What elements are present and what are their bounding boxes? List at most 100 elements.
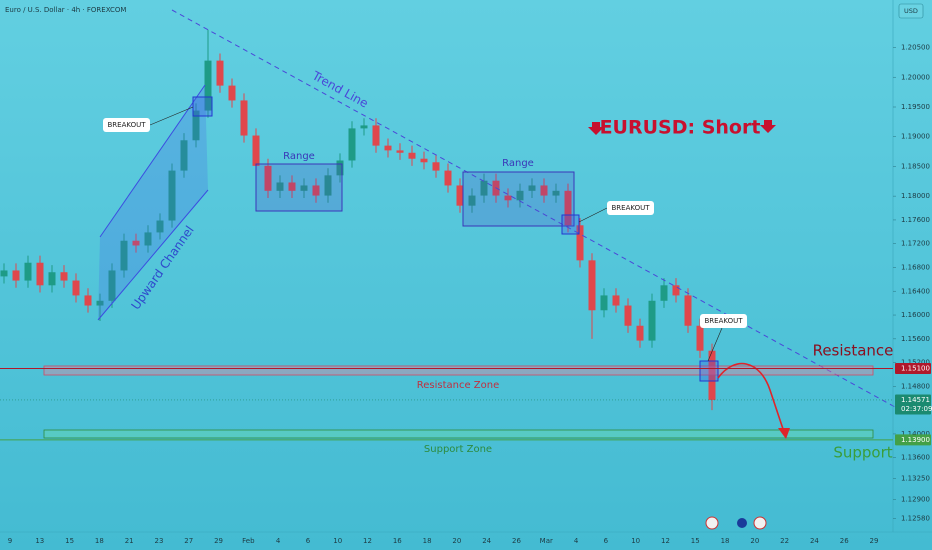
candle-body — [108, 270, 116, 301]
candle-body — [624, 305, 632, 326]
candle-body — [696, 325, 704, 351]
candle-body — [156, 220, 164, 233]
range-label: Range — [502, 158, 534, 169]
x-tick-label: 27 — [184, 537, 193, 545]
signal: EURUSD: Short — [600, 117, 761, 139]
candle-body — [396, 150, 404, 153]
down-arrow — [760, 120, 776, 133]
candle-body — [336, 160, 344, 176]
x-tick-label: 22 — [780, 537, 789, 545]
x-tick-label: 18 — [423, 537, 432, 545]
y-tick-label: 1.19000 — [901, 133, 930, 141]
range-box — [462, 171, 575, 227]
resistance-label: Resistance — [813, 342, 894, 360]
x-tick-label: 10 — [333, 537, 342, 545]
candle-body — [528, 185, 536, 191]
candle-body — [60, 272, 68, 281]
breakout-label: BREAKOUT — [108, 121, 147, 129]
y-tick-label: 1.18000 — [901, 192, 930, 200]
callout — [607, 201, 654, 215]
candle-body — [372, 125, 380, 146]
price-tag — [895, 434, 931, 446]
candle-body — [228, 85, 236, 101]
x-tick-label: 29 — [214, 537, 223, 545]
callout-line — [149, 106, 194, 126]
channel-line — [97, 189, 209, 321]
breakout-label: BREAKOUT — [612, 204, 651, 212]
candle-body — [144, 232, 152, 246]
candle-body — [684, 295, 692, 326]
y-tick-label: 1.15600 — [901, 335, 930, 343]
x-tick-label: 10 — [631, 537, 640, 545]
x-tick-label: 26 — [512, 537, 521, 545]
x-tick-label: 24 — [810, 537, 819, 545]
candle-body — [648, 300, 656, 341]
support-label: Support — [833, 444, 892, 462]
x-tick-label: 13 — [35, 537, 44, 545]
candle-body — [324, 175, 332, 196]
channel-line — [99, 84, 206, 238]
x-tick-label: 29 — [870, 537, 879, 545]
candle-body — [0, 270, 8, 277]
candle-body — [300, 185, 308, 191]
x-tick-label: Feb — [242, 537, 255, 545]
y-tick-label: 1.18500 — [901, 162, 930, 170]
plot — [0, 29, 716, 411]
y-tick-label: 1.14000 — [901, 430, 930, 438]
x-tick-label: 18 — [721, 537, 730, 545]
y-tick-label: 1.13600 — [901, 454, 930, 462]
candle-body — [96, 300, 104, 306]
y-tick-label: 1.16800 — [901, 263, 930, 271]
x-tick-label: 6 — [604, 537, 609, 545]
countdown: 02:37:09 — [901, 405, 932, 413]
x-tick-label: 16 — [393, 537, 402, 545]
candle-body — [84, 295, 92, 306]
x-tick-label: 26 — [840, 537, 849, 545]
candle-body — [540, 185, 548, 196]
candle-body — [564, 190, 572, 226]
candle-body — [204, 60, 212, 111]
x-tick-label: 20 — [750, 537, 759, 545]
y-tick-label: 1.20000 — [901, 73, 930, 81]
y-tick-label: 1.17600 — [901, 216, 930, 224]
candle-body — [468, 195, 476, 206]
candle-body — [312, 185, 320, 196]
price-tag-label: 1.15100 — [901, 365, 930, 373]
resistance-zone-label: Resistance Zone — [417, 380, 500, 391]
callout-line — [707, 327, 723, 362]
x-tick-label: 12 — [363, 537, 372, 545]
event-icon — [753, 516, 767, 530]
callout-line — [578, 207, 608, 223]
x-tick-label: 15 — [691, 537, 700, 545]
x-tick-label: 4 — [276, 537, 281, 545]
y-tick-label: 1.12580 — [901, 514, 930, 522]
callout — [103, 118, 150, 132]
candle-body — [420, 158, 428, 163]
candle-body — [612, 295, 620, 306]
candle-body — [408, 152, 416, 159]
candle-body — [456, 185, 464, 206]
x-tick-label: 9 — [8, 537, 12, 545]
candle-body — [516, 190, 524, 201]
y-tick-label: 1.13250 — [901, 475, 930, 483]
candle-body — [180, 140, 188, 171]
range-box — [255, 163, 343, 212]
breakout-box — [192, 96, 213, 117]
candle-body — [552, 190, 560, 196]
candle-body — [636, 325, 644, 341]
x-tick-label: 6 — [306, 537, 311, 545]
candle-body — [36, 262, 44, 286]
callout — [700, 314, 747, 328]
currency-box — [898, 3, 924, 19]
price-tag-label: 1.14571 — [901, 396, 930, 404]
arrow-head — [778, 428, 790, 439]
candle-body — [192, 110, 200, 141]
breakout-box — [699, 360, 719, 382]
trend-line-label: Trend Line — [309, 68, 371, 111]
range-label: Range — [283, 151, 315, 162]
candle-body — [600, 295, 608, 311]
candle-body — [576, 225, 584, 261]
candle-body — [384, 145, 392, 151]
